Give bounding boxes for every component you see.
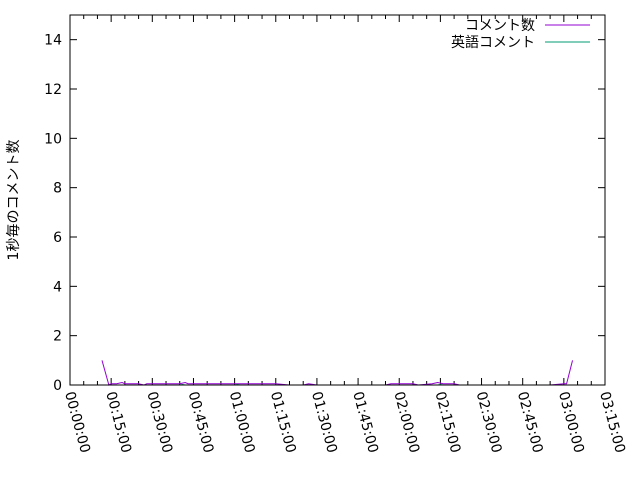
plot-border — [69, 14, 606, 386]
y-tick-label: 8 — [53, 181, 62, 197]
x-tick-label: 02:00:00 — [390, 390, 422, 455]
x-tick-label: 00:15:00 — [102, 390, 134, 455]
x-tick-label: 02:30:00 — [473, 390, 505, 455]
y-tick-label: 0 — [53, 378, 62, 394]
legend-label: コメント数 — [465, 18, 535, 34]
x-tick-label: 02:45:00 — [514, 390, 546, 455]
x-tick-label: 03:00:00 — [555, 390, 587, 455]
y-tick-label: 2 — [53, 329, 62, 345]
legend-label: 英語コメント — [451, 34, 535, 51]
x-tick-label: 02:15:00 — [432, 390, 464, 455]
y-tick-label: 6 — [53, 230, 62, 246]
series-line-1 — [101, 360, 574, 386]
x-tick-label: 00:45:00 — [185, 390, 217, 455]
x-tick-label: 01:45:00 — [349, 390, 381, 455]
x-tick-label: 01:15:00 — [267, 390, 299, 455]
y-tick-label: 10 — [44, 131, 62, 147]
y-axis-label: 1秒毎のコメント数 — [6, 140, 22, 261]
y-tick-label: 14 — [44, 33, 62, 49]
x-tick-label: 00:00:00 — [61, 390, 93, 455]
x-tick-label: 01:00:00 — [226, 390, 258, 455]
x-tick-label: 03:15:00 — [596, 390, 628, 455]
x-tick-label: 00:30:00 — [143, 390, 175, 455]
y-tick-label: 4 — [53, 279, 62, 295]
y-tick-label: 12 — [44, 82, 62, 98]
x-tick-label: 01:30:00 — [308, 390, 340, 455]
